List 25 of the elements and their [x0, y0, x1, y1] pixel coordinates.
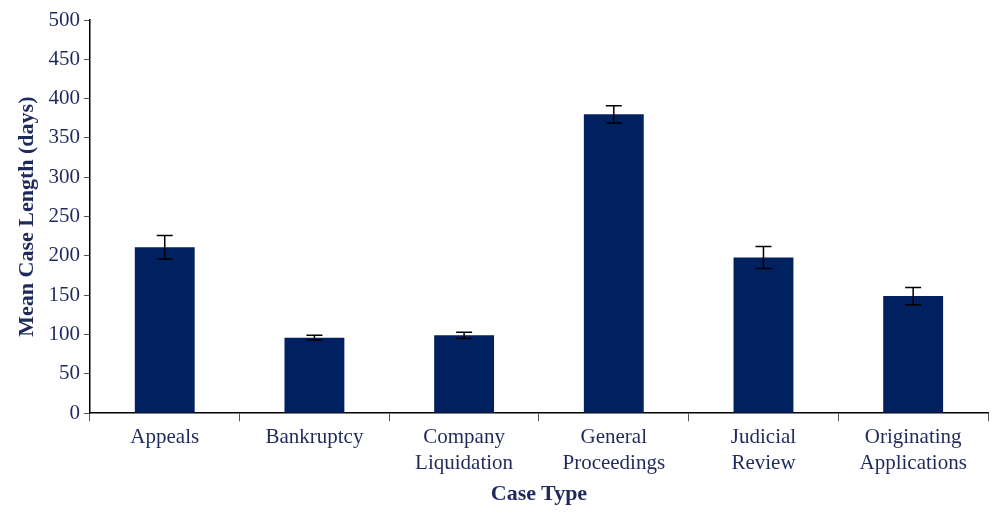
x-tick-label: Bankruptcy: [265, 424, 364, 449]
y-tick-label: 300: [48, 163, 80, 188]
bar: [883, 296, 944, 413]
bar: [284, 337, 345, 413]
x-tick-label: Appeals: [130, 424, 200, 449]
y-tick-label: 400: [48, 85, 80, 110]
bar: [434, 335, 495, 413]
y-tick-label: 50: [58, 360, 80, 385]
y-tick-label: 0: [69, 399, 80, 424]
bar: [134, 247, 195, 413]
y-tick-label: 450: [48, 45, 80, 70]
bar: [583, 114, 644, 413]
y-tick-label: 100: [48, 321, 80, 346]
y-axis-title: Mean Case Length (days): [12, 96, 38, 337]
x-tick-label: Judicial Review: [730, 424, 797, 474]
y-tick-label: 250: [48, 203, 80, 228]
y-tick-label: 350: [48, 124, 80, 149]
y-tick-label: 500: [48, 6, 80, 31]
x-axis-title: Case Type: [490, 480, 588, 506]
x-tick-label: Originating Applications: [859, 424, 967, 474]
y-tick-label: 200: [48, 242, 80, 267]
y-tick-label: 150: [48, 281, 80, 306]
x-tick-label: Company Liquidation: [415, 424, 514, 474]
bar: [733, 257, 794, 413]
x-tick-label: General Proceedings: [562, 424, 666, 474]
